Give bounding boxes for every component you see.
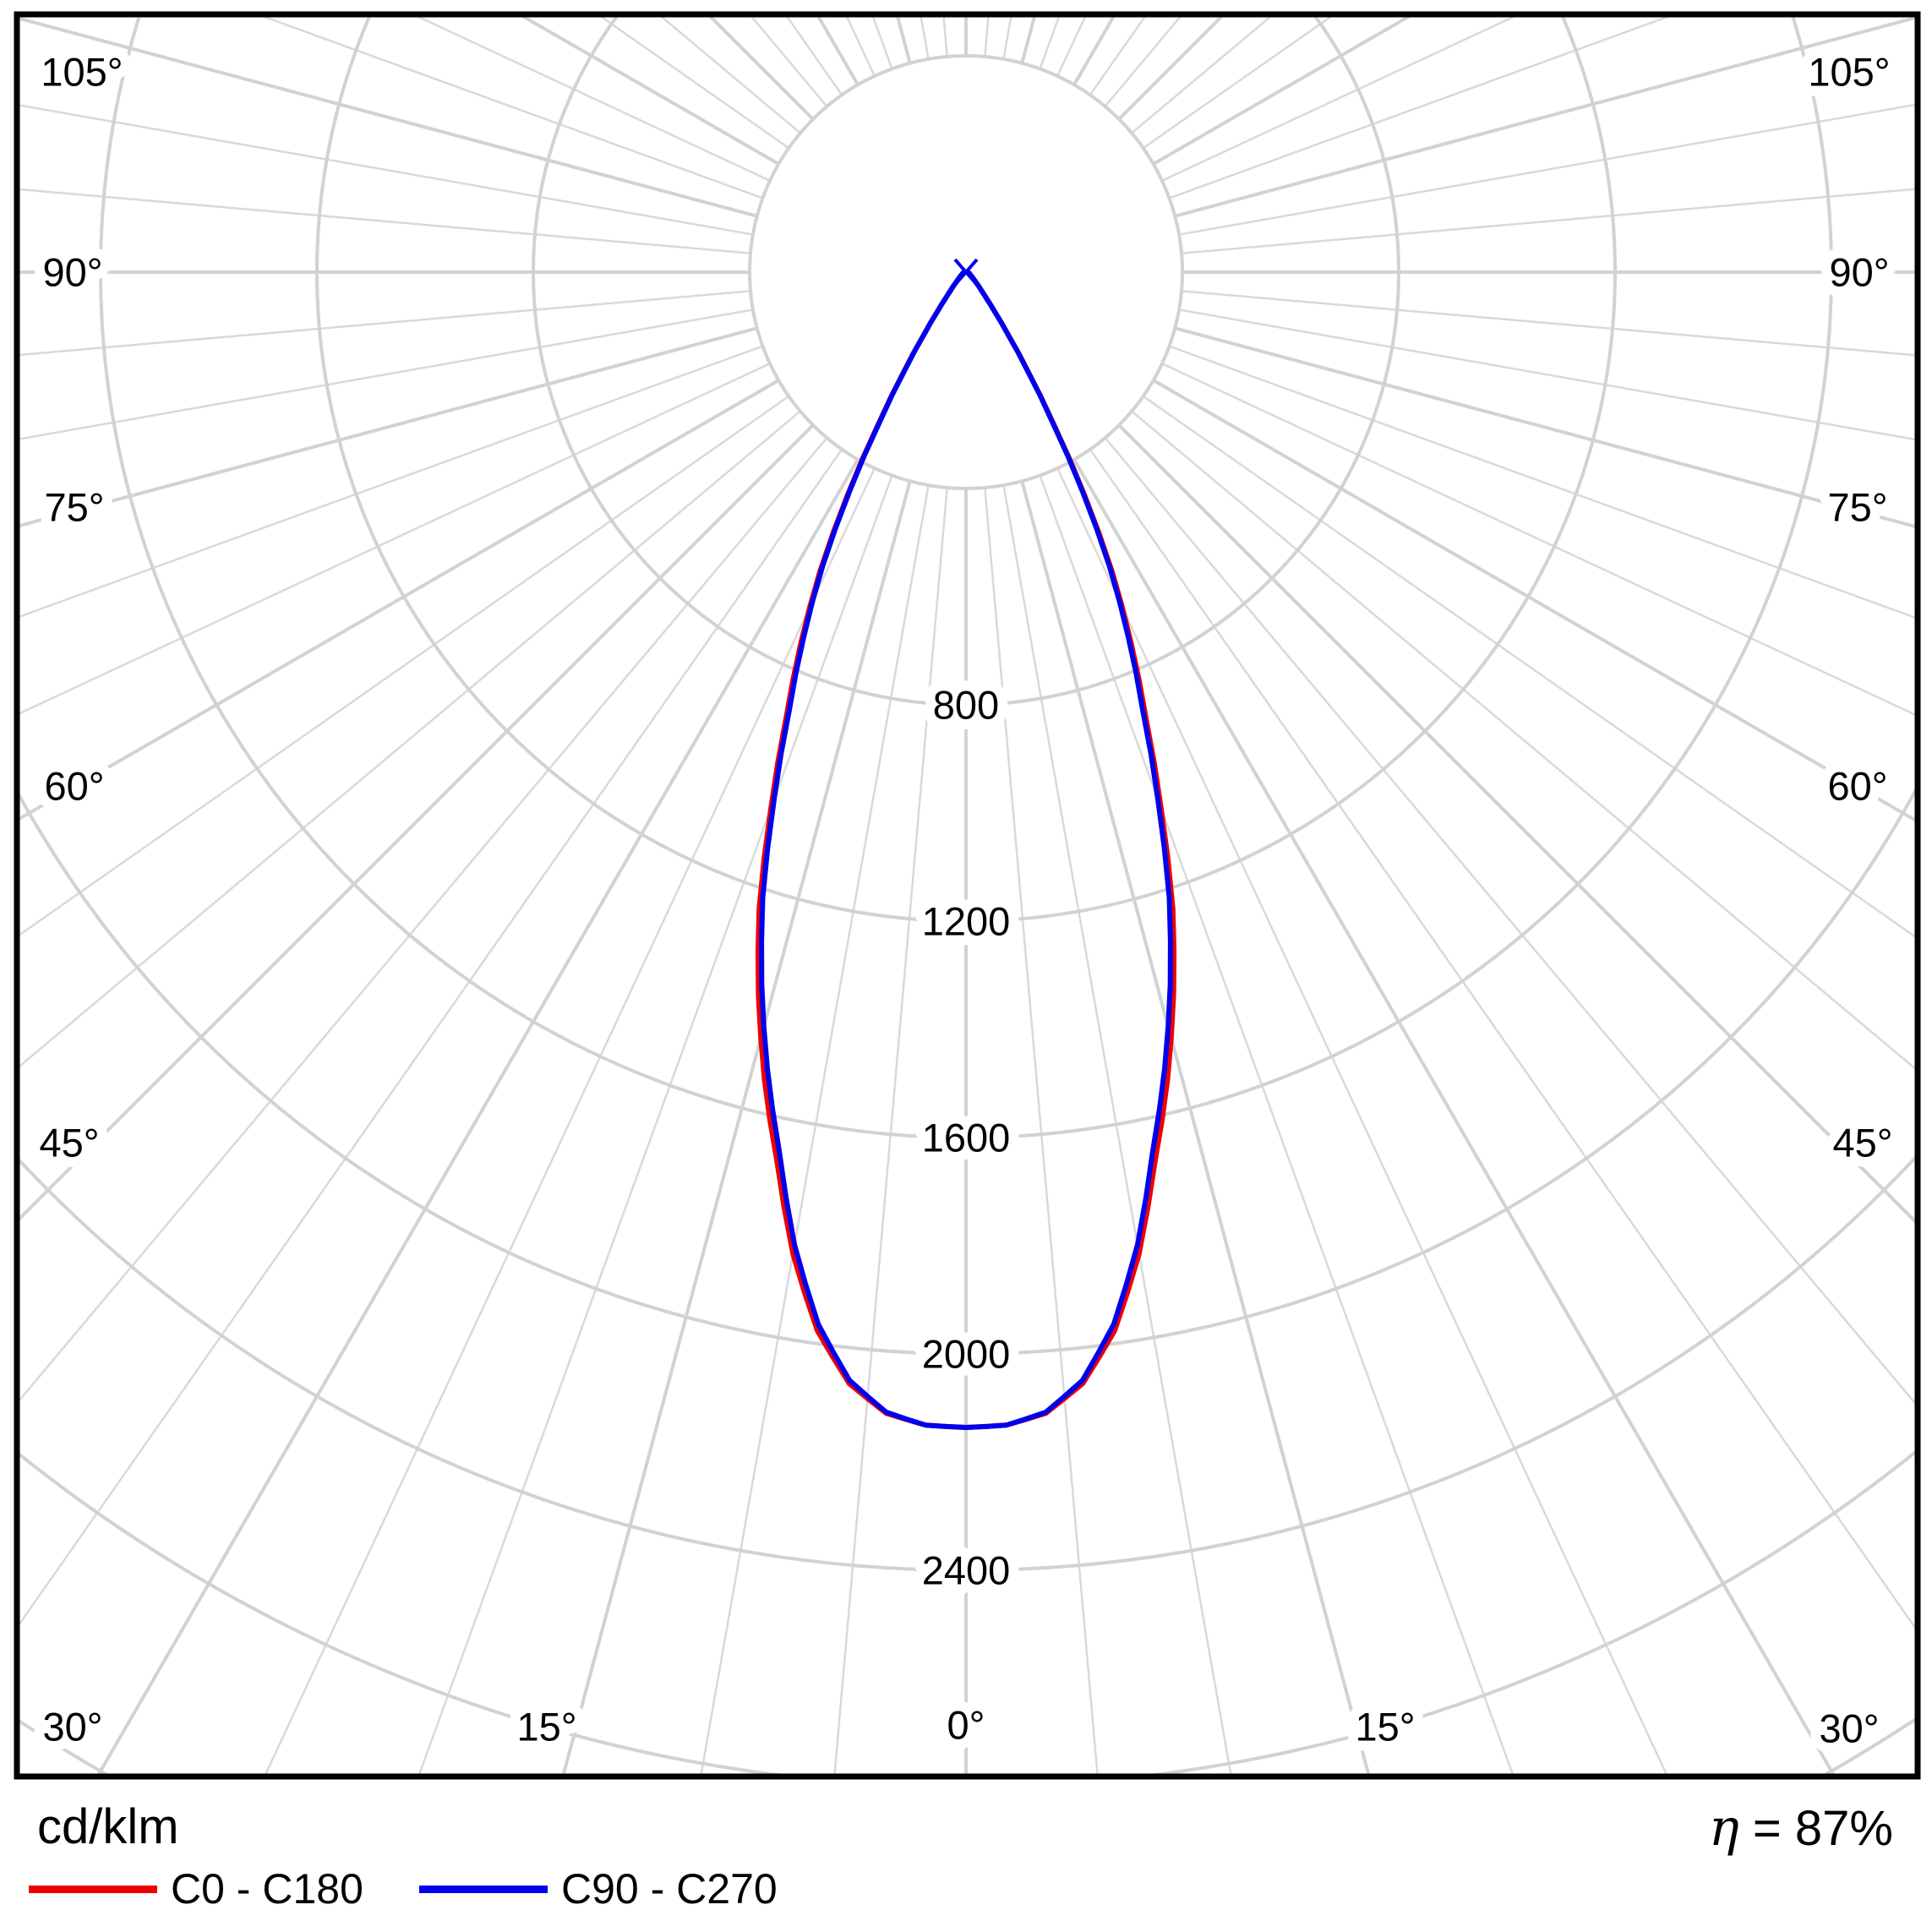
angle-label-bottom-0°: 0° [947, 1703, 985, 1748]
angle-label-right-45°: 45° [1832, 1121, 1892, 1165]
legend-label-c0-c180: C0 - C180 [171, 1865, 363, 1913]
angle-label-left-90°: 90° [42, 250, 102, 295]
chart-frame [14, 11, 1921, 1780]
angle-label-right-60°: 60° [1827, 764, 1887, 809]
eta-value: = 87% [1738, 1801, 1893, 1856]
angle-label-bottom-15°: 15° [1355, 1705, 1415, 1749]
angle-label-right-75°: 75° [1827, 485, 1887, 530]
pole-cross-marker [953, 258, 979, 287]
legend-item-c90-c270: C90 - C270 [419, 1863, 778, 1915]
angle-label-right-90°: 90° [1829, 250, 1889, 295]
legend: C0 - C180 C90 - C270 [0, 1863, 1932, 1915]
angle-label-left-75°: 75° [44, 485, 104, 530]
angle-label-right-105°: 105° [1808, 50, 1890, 95]
angle-label-right-30°: 30° [1819, 1706, 1879, 1751]
angle-label-left-105°: 105° [41, 50, 123, 95]
c0-c180-line-swatch [29, 1885, 157, 1893]
ring-label-1600: 1600 [922, 1116, 1011, 1160]
angle-label-left-60°: 60° [44, 764, 104, 809]
legend-label-c90-c270: C90 - C270 [561, 1865, 778, 1913]
angle-label-left-30°: 30° [42, 1705, 102, 1749]
ring-label-2000: 2000 [922, 1332, 1011, 1377]
legend-item-c0-c180: C0 - C180 [29, 1863, 363, 1915]
units-label: cd/klm [37, 1799, 179, 1854]
ring-label-2400: 2400 [922, 1548, 1011, 1593]
angle-label-left-45°: 45° [39, 1121, 99, 1165]
efficiency-label: η = 87% [1709, 1798, 1893, 1858]
eta-symbol: η [1708, 1798, 1739, 1858]
c90-c270-line-swatch [419, 1885, 548, 1893]
angle-label-bottom-15°: 15° [516, 1705, 576, 1749]
ring-label-800: 800 [933, 683, 999, 728]
ring-label-1200: 1200 [922, 899, 1011, 944]
